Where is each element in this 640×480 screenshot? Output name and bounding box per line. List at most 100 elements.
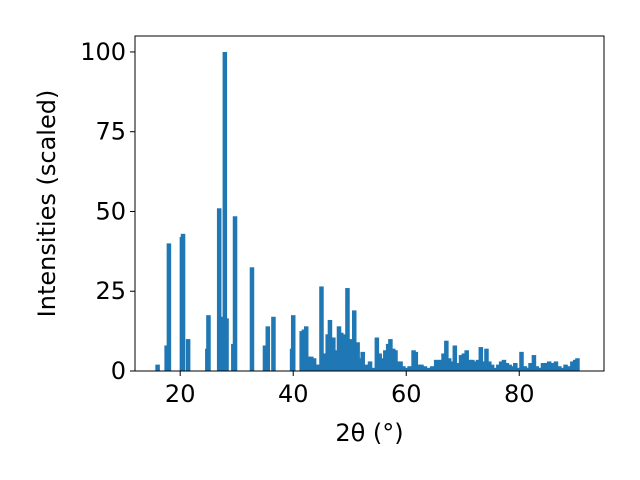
bar: [429, 366, 435, 371]
bar: [537, 367, 542, 371]
bar: [444, 340, 449, 371]
bar: [419, 364, 424, 371]
y-tick-label: 25: [95, 277, 126, 305]
bar: [416, 364, 421, 371]
bar: [290, 315, 296, 371]
x-tick-label: 80: [504, 380, 535, 408]
bar: [180, 233, 186, 371]
bar: [407, 366, 412, 371]
bar: [544, 363, 549, 371]
bar: [501, 359, 507, 371]
bar: [449, 361, 455, 371]
bar: [331, 337, 336, 371]
bar: [401, 366, 406, 371]
bar: [309, 356, 314, 371]
bar: [513, 363, 518, 371]
bar: [461, 353, 467, 371]
bar: [507, 364, 512, 371]
bar: [303, 326, 309, 371]
bar: [472, 361, 478, 371]
bar: [271, 316, 276, 371]
bar: [516, 367, 521, 371]
bar: [360, 351, 365, 371]
bar: [493, 367, 498, 371]
bar: [519, 351, 524, 371]
bar: [206, 315, 211, 371]
bar: [380, 358, 385, 371]
bar: [345, 288, 350, 371]
bar: [403, 367, 409, 371]
x-tick-label: 20: [165, 380, 196, 408]
bar: [383, 350, 388, 371]
bar: [522, 366, 528, 371]
bar: [422, 366, 428, 371]
bar: [393, 350, 398, 371]
bar: [262, 345, 268, 371]
bar: [478, 347, 484, 371]
bar: [222, 51, 228, 371]
bar: [563, 364, 568, 371]
x-axis: 20 40 60 80: [165, 371, 535, 408]
x-tick-label: 40: [278, 380, 309, 408]
bar: [367, 361, 373, 371]
plot-frame: [134, 35, 605, 372]
bar: [426, 367, 432, 371]
bar: [306, 356, 312, 371]
bar: [446, 358, 452, 371]
bar: [575, 358, 580, 371]
bar: [484, 348, 489, 371]
bar: [487, 361, 492, 371]
bar: [265, 326, 271, 371]
bar: [470, 359, 475, 371]
bar: [166, 243, 172, 371]
bar: [185, 339, 191, 371]
bar: [322, 353, 328, 371]
bar: [232, 216, 238, 371]
bar: [224, 318, 229, 371]
y-tick-label: 100: [80, 38, 126, 66]
bar: [557, 366, 562, 371]
bar: [496, 364, 501, 371]
bar: [553, 361, 559, 371]
bar: [374, 337, 380, 371]
bar: [510, 366, 515, 371]
bar: [333, 350, 338, 371]
bar: [327, 319, 333, 371]
bar: [481, 361, 486, 371]
bar: [458, 355, 464, 371]
bar: [348, 339, 354, 371]
bar: [341, 334, 347, 371]
bar: [534, 366, 540, 371]
bar: [464, 350, 469, 371]
bar: [441, 353, 446, 371]
bar: [216, 208, 222, 371]
bar: [433, 359, 439, 371]
bar: [355, 342, 360, 371]
bar: [489, 364, 495, 371]
bar: [566, 366, 572, 371]
bar: [351, 310, 357, 371]
bar-series: [155, 51, 580, 371]
bar: [314, 364, 319, 371]
bar: [525, 367, 530, 371]
bar: [249, 267, 255, 371]
bar: [413, 351, 419, 371]
bar: [371, 367, 376, 371]
bar: [546, 361, 552, 371]
bar: [338, 332, 344, 371]
bar: [559, 367, 565, 371]
bar: [390, 348, 396, 371]
bar: [467, 359, 472, 371]
bar: [219, 316, 224, 371]
y-axis-label: Intensities (scaled): [33, 90, 61, 318]
bar: [570, 361, 575, 371]
bar: [388, 339, 393, 371]
bar: [155, 364, 160, 371]
bar: [540, 363, 546, 371]
y-axis: 0 25 50 75 100: [80, 38, 135, 385]
bar: [528, 363, 533, 371]
bar: [377, 353, 382, 371]
bar: [504, 363, 510, 371]
bar: [498, 361, 504, 371]
